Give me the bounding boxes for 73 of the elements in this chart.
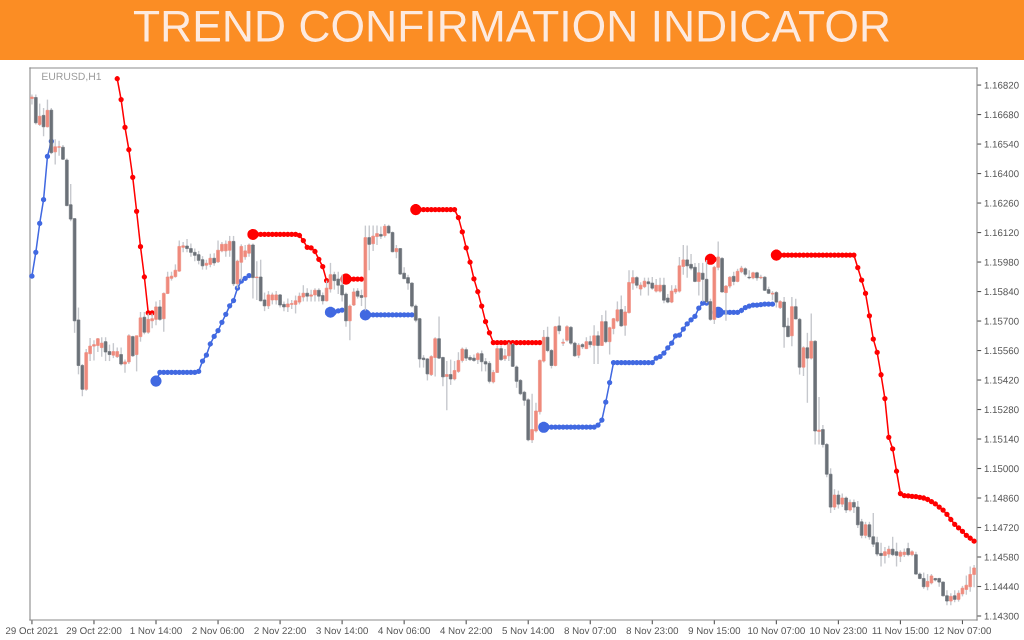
candlestick <box>142 311 147 336</box>
candlestick <box>185 238 189 254</box>
candlestick <box>57 139 61 157</box>
y-tick-label: 1.14580 <box>984 553 1019 561</box>
y-tick-label: 1.15560 <box>984 347 1019 355</box>
y-tick-label: 1.16260 <box>984 199 1019 207</box>
y-tick-label: 1.15420 <box>984 376 1019 384</box>
y-tick-label: 1.15840 <box>984 288 1019 296</box>
candlestick <box>367 224 371 271</box>
candlestick <box>286 297 290 313</box>
candlestick <box>103 336 108 362</box>
x-tick-label: 10 Nov 23:00 <box>810 627 867 635</box>
x-tick-label: 8 Nov 07:00 <box>564 627 617 635</box>
candlestick <box>445 360 449 411</box>
y-tick-label: 1.15000 <box>984 465 1019 473</box>
candlestick <box>92 339 96 362</box>
candlestick <box>894 541 899 568</box>
candlestick <box>604 309 608 344</box>
y-tick-label: 1.16680 <box>984 111 1019 119</box>
candlestick <box>879 541 883 568</box>
candlestick <box>379 225 383 240</box>
x-tick-label: 8 Nov 23:00 <box>626 627 679 635</box>
y-tick-label: 1.14440 <box>984 583 1019 591</box>
y-tick-label: 1.15700 <box>984 317 1019 325</box>
candlestick <box>817 396 821 446</box>
y-tick-label: 1.15140 <box>984 435 1019 443</box>
candlestick <box>662 277 666 304</box>
candlestick <box>596 330 600 365</box>
annotation: EURUSD,H1 <box>42 72 102 82</box>
x-tick-label: 11 Nov 15:00 <box>872 627 929 635</box>
candlestick <box>433 336 437 378</box>
candlestick <box>154 300 158 326</box>
x-tick-label: 5 Nov 14:00 <box>502 627 555 635</box>
x-tick-label: 2 Nov 22:00 <box>254 627 306 635</box>
x-tick-label: 12 Nov 07:00 <box>934 627 991 635</box>
y-tick-label: 1.16820 <box>984 81 1019 89</box>
x-tick-label: 29 Oct 2021 <box>5 627 58 635</box>
x-tick-label: 1 Nov 14:00 <box>130 627 182 635</box>
candlestick <box>685 244 689 279</box>
x-tick-label: 9 Nov 15:00 <box>688 627 741 635</box>
candlestick <box>968 565 972 593</box>
candlestick <box>700 262 705 303</box>
y-tick-label: 1.16120 <box>984 229 1019 237</box>
x-tick-label: 2 Nov 06:00 <box>192 627 244 635</box>
y-tick-label: 1.14300 <box>984 612 1019 620</box>
x-tick-label: 4 Nov 22:00 <box>440 627 493 635</box>
candlestick <box>448 358 453 386</box>
y-tick-label: 1.16400 <box>984 170 1019 178</box>
candlestick <box>309 288 313 303</box>
x-tick-label: 4 Nov 06:00 <box>378 627 430 635</box>
y-tick-label: 1.16540 <box>984 140 1019 148</box>
point <box>358 276 365 282</box>
candlestick <box>883 546 887 565</box>
y-tick-label: 1.15280 <box>984 406 1019 414</box>
candlestick <box>805 332 810 404</box>
candlestick <box>425 357 430 382</box>
candlestick <box>216 239 220 264</box>
candlestick <box>592 324 596 365</box>
candlestick <box>964 574 969 596</box>
candlestick <box>53 138 57 166</box>
y-tick-label: 1.14720 <box>984 524 1019 532</box>
candlestick <box>972 564 976 589</box>
candlestick <box>255 260 259 301</box>
x-tick-label: 3 Nov 14:00 <box>316 627 368 635</box>
candlestick <box>832 488 837 511</box>
candlestick <box>914 551 918 576</box>
chart-title: TREND CONFIRMATION INDICATOR <box>133 10 889 42</box>
candlestick <box>530 393 534 444</box>
y-tick-label: 1.14860 <box>984 494 1019 502</box>
x-tick-label: 10 Nov 07:00 <box>748 627 805 635</box>
x-tick-label: 29 Oct 22:00 <box>66 627 122 635</box>
y-tick-label: 1.15980 <box>984 258 1019 266</box>
candlestick <box>759 273 763 281</box>
